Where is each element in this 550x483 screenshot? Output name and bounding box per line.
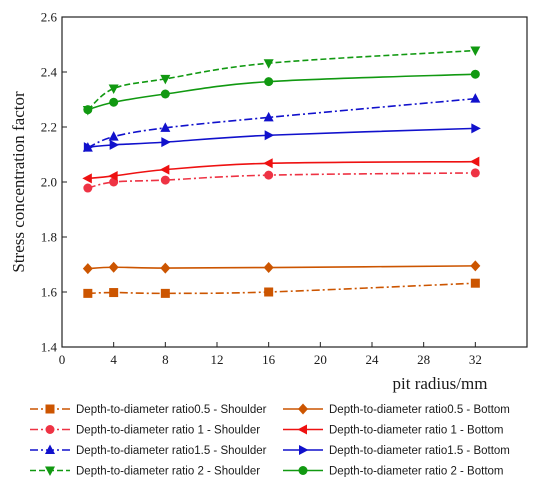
data-point (160, 175, 170, 185)
y-tick-label: 2.6 (41, 10, 58, 25)
data-point (108, 84, 119, 94)
legend-label: Depth-to-diameter ratio0.5 - Shoulder (76, 404, 267, 416)
x-tick-label: 8 (162, 352, 169, 367)
x-tick-label: 4 (110, 352, 117, 367)
data-point (159, 164, 170, 175)
data-point (83, 288, 93, 298)
x-tick-label: 12 (211, 352, 224, 367)
data-point (470, 278, 480, 288)
legend-marker (45, 425, 55, 434)
legend-label: Depth-to-diameter ratio 2 - Shoulder (76, 466, 260, 478)
data-point (160, 262, 171, 274)
legend-item: Depth-to-diameter ratio0.5 - Shoulder (30, 404, 267, 416)
series-3 (83, 168, 480, 193)
x-tick-label: 28 (417, 352, 430, 367)
y-tick-label: 1.8 (41, 230, 57, 245)
series-line (87, 160, 476, 180)
series-1 (83, 278, 480, 298)
legend-item: Depth-to-diameter ratio1.5 - Shoulder (30, 444, 267, 457)
y-tick-label: 2.4 (41, 65, 58, 80)
legend-item: Depth-to-diameter ratio0.5 - Bottom (283, 403, 510, 416)
legend-label: Depth-to-diameter ratio0.5 - Bottom (329, 404, 510, 416)
legend-label: Depth-to-diameter ratio 1 - Bottom (329, 425, 504, 437)
data-point (83, 142, 94, 153)
data-point (160, 74, 171, 85)
data-point (264, 287, 274, 297)
x-tick-label: 24 (366, 352, 380, 367)
legend-label: Depth-to-diameter ratio 2 - Bottom (329, 466, 504, 478)
data-point (263, 262, 274, 274)
series-line (87, 265, 476, 270)
series-line (87, 282, 476, 295)
legend-item: Depth-to-diameter ratio 2 - Bottom (283, 466, 504, 478)
legend-label: Depth-to-diameter ratio1.5 - Shoulder (76, 445, 267, 457)
data-point (160, 89, 170, 99)
data-point (82, 173, 92, 184)
series-line (87, 73, 476, 111)
series-line (87, 49, 476, 111)
legend-marker (45, 466, 55, 476)
data-point (470, 168, 480, 178)
y-tick-label: 1.6 (41, 285, 58, 300)
data-point (109, 288, 119, 298)
data-point (264, 130, 275, 141)
axes (61, 16, 528, 348)
data-point (82, 263, 93, 275)
data-point (470, 93, 481, 103)
data-point (264, 77, 274, 87)
data-point (109, 139, 120, 150)
series-8 (83, 69, 480, 115)
data-point (109, 97, 119, 107)
data-point (470, 260, 481, 272)
data-point (471, 123, 481, 134)
legend-item: Depth-to-diameter ratio 1 - Bottom (283, 424, 504, 437)
data-point (160, 288, 170, 298)
data-point (263, 111, 274, 122)
y-axis-title: Stress concentration factor (9, 91, 28, 273)
data-point (263, 59, 274, 69)
legend-marker (45, 404, 55, 414)
series-line (87, 127, 476, 148)
y-tick-label: 2.2 (41, 120, 57, 135)
x-tick-label: 16 (262, 352, 276, 367)
y-tick-label: 1.4 (41, 340, 58, 355)
data-point (263, 158, 273, 169)
x-tick-label: 0 (59, 352, 66, 367)
legend-marker (299, 445, 309, 455)
data-point (108, 261, 119, 273)
data-point (83, 105, 93, 115)
x-tick-label: 32 (469, 352, 482, 367)
series-4 (82, 156, 480, 184)
legend-marker (45, 444, 55, 454)
data-point (470, 46, 481, 57)
series-line (87, 172, 476, 189)
legend: Depth-to-diameter ratio0.5 - Shoulder Dep… (30, 403, 510, 478)
legend-item: Depth-to-diameter ratio 2 - Shoulder (30, 466, 260, 478)
legend-label: Depth-to-diameter ratio1.5 - Bottom (329, 445, 510, 457)
legend-label: Depth-to-diameter ratio 1 - Shoulder (76, 425, 260, 437)
ticks: 0 4 8 12 16 20 24 28 32 1.4 1.6 1.8 2.0 2.2 2.4 2.6 (41, 10, 482, 368)
x-axis-title: pit radius/mm (393, 374, 488, 393)
series-6 (83, 123, 481, 153)
data-point (470, 69, 480, 79)
plot-frame (61, 16, 528, 348)
data-point (108, 131, 119, 141)
data-point (161, 137, 171, 148)
plot-series (82, 46, 481, 298)
data-point (469, 156, 480, 167)
legend-marker (297, 424, 307, 435)
data-point (108, 170, 118, 181)
y-tick-label: 2.0 (41, 175, 57, 190)
legend-item: Depth-to-diameter ratio1.5 - Bottom (283, 445, 510, 457)
data-point (83, 183, 93, 193)
series-2 (82, 260, 481, 275)
legend-item: Depth-to-diameter ratio 1 - Shoulder (30, 425, 260, 437)
data-point (160, 122, 171, 132)
series-line (87, 97, 476, 149)
legend-marker (298, 466, 308, 475)
legend-marker (298, 403, 308, 415)
x-tick-label: 20 (314, 352, 327, 367)
data-point (264, 170, 274, 180)
